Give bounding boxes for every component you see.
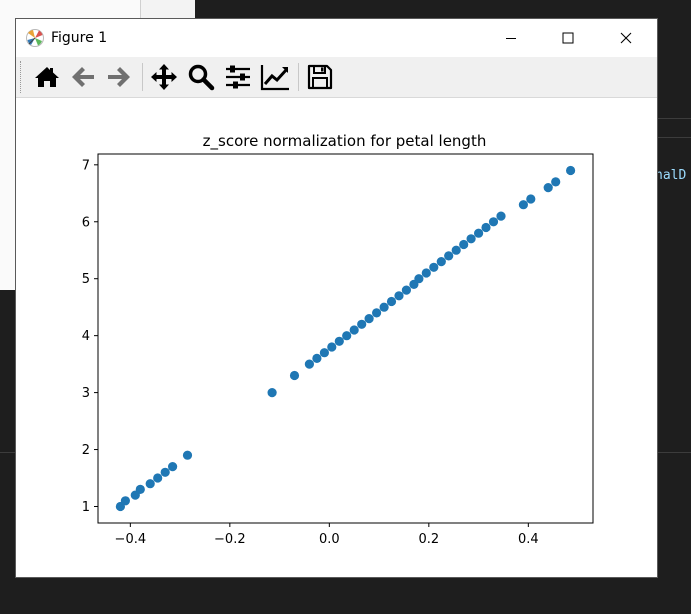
data-point-15 — [334, 336, 344, 346]
close-button[interactable] — [603, 19, 649, 57]
back-button[interactable] — [68, 62, 98, 92]
data-point-38 — [518, 200, 528, 210]
y-tick-label: 6 — [82, 215, 90, 230]
data-point-29 — [436, 257, 446, 267]
data-point-1 — [120, 496, 130, 506]
forward-button[interactable] — [104, 62, 134, 92]
y-tick-label: 2 — [82, 443, 90, 458]
forward-arrow-icon — [108, 67, 130, 87]
data-point-30 — [444, 251, 454, 261]
background-divider-top — [657, 118, 691, 119]
data-point-23 — [394, 291, 404, 301]
matplotlib-app-icon — [26, 29, 44, 47]
data-point-24 — [401, 285, 411, 295]
axes-frame — [97, 153, 594, 524]
data-point-41 — [551, 177, 561, 187]
x-tick-label: 0.0 — [319, 532, 340, 547]
maximize-icon — [562, 32, 574, 44]
edit-axis-button[interactable] — [260, 62, 290, 92]
ticks-layer: −0.4 −0.2 0.0 0.2 0.4 1 2 3 4 5 6 7 — [82, 158, 539, 547]
data-point-7 — [168, 462, 178, 472]
home-button[interactable] — [32, 62, 62, 92]
pan-button[interactable] — [149, 62, 179, 92]
data-point-31 — [451, 245, 461, 255]
background-divider-left — [0, 452, 16, 453]
data-point-16 — [342, 331, 352, 341]
back-arrow-icon — [72, 67, 94, 87]
background-divider-mid — [657, 137, 691, 138]
data-point-33 — [466, 234, 476, 244]
figure-window: Figure 1 — [16, 19, 657, 577]
chart-title: z_score normalization for petal length — [203, 132, 487, 151]
data-point-40 — [543, 183, 553, 193]
data-point-4 — [145, 479, 155, 489]
zoom-icon — [188, 64, 215, 91]
data-point-12 — [312, 353, 322, 363]
navigation-toolbar — [16, 57, 657, 98]
window-title: Figure 1 — [51, 30, 108, 46]
data-point-28 — [429, 262, 439, 272]
x-tick-label: −0.2 — [214, 532, 246, 547]
minimize-button[interactable] — [488, 19, 534, 57]
data-point-32 — [459, 239, 469, 250]
subplots-button[interactable] — [223, 62, 253, 92]
pan-icon — [151, 64, 177, 90]
data-point-13 — [319, 348, 329, 358]
figure-canvas[interactable]: z_score normalization for petal length −… — [16, 98, 657, 577]
data-point-5 — [153, 473, 163, 483]
data-point-26 — [414, 274, 424, 284]
maximize-button[interactable] — [545, 19, 591, 57]
data-point-11 — [304, 359, 314, 369]
data-point-8 — [182, 450, 193, 460]
data-point-20 — [372, 308, 382, 318]
y-tick-label: 7 — [82, 158, 90, 173]
toolbar-grip[interactable] — [20, 61, 23, 93]
data-point-14 — [327, 342, 337, 352]
data-point-22 — [386, 296, 397, 307]
background-divider-right — [657, 452, 691, 453]
zoom-button[interactable] — [186, 62, 216, 92]
points-layer — [115, 165, 576, 512]
data-point-21 — [379, 302, 389, 312]
home-icon — [35, 67, 59, 87]
edit-axis-icon — [260, 65, 289, 91]
data-point-34 — [474, 228, 484, 238]
minimize-icon — [506, 38, 516, 39]
data-point-18 — [357, 319, 367, 329]
data-point-37 — [496, 211, 506, 221]
data-point-9 — [267, 388, 277, 398]
x-tick-label: 0.2 — [418, 532, 439, 547]
subplots-config-icon — [226, 65, 250, 89]
y-tick-label: 4 — [82, 329, 90, 344]
data-point-27 — [421, 268, 431, 278]
toolbar-separator — [142, 63, 143, 91]
data-point-19 — [364, 314, 374, 324]
background-code-text: nalD — [655, 168, 687, 183]
y-tick-label: 1 — [82, 500, 90, 515]
y-tick-label: 3 — [82, 386, 90, 401]
data-point-36 — [488, 217, 499, 227]
data-point-35 — [481, 222, 491, 233]
scatter-plot: z_score normalization for petal length −… — [82, 132, 594, 547]
close-icon — [620, 32, 632, 44]
toolbar-separator — [298, 63, 299, 91]
data-point-3 — [135, 484, 145, 494]
data-point-39 — [526, 194, 536, 204]
data-point-17 — [349, 325, 359, 335]
title-bar[interactable]: Figure 1 — [16, 19, 657, 57]
save-button[interactable] — [305, 62, 335, 92]
data-point-6 — [160, 467, 170, 477]
y-tick-label: 5 — [82, 272, 90, 287]
x-tick-label: 0.4 — [518, 532, 539, 547]
data-point-10 — [289, 370, 300, 381]
save-icon — [307, 64, 333, 90]
x-tick-label: −0.4 — [115, 532, 147, 547]
data-point-42 — [566, 165, 576, 176]
